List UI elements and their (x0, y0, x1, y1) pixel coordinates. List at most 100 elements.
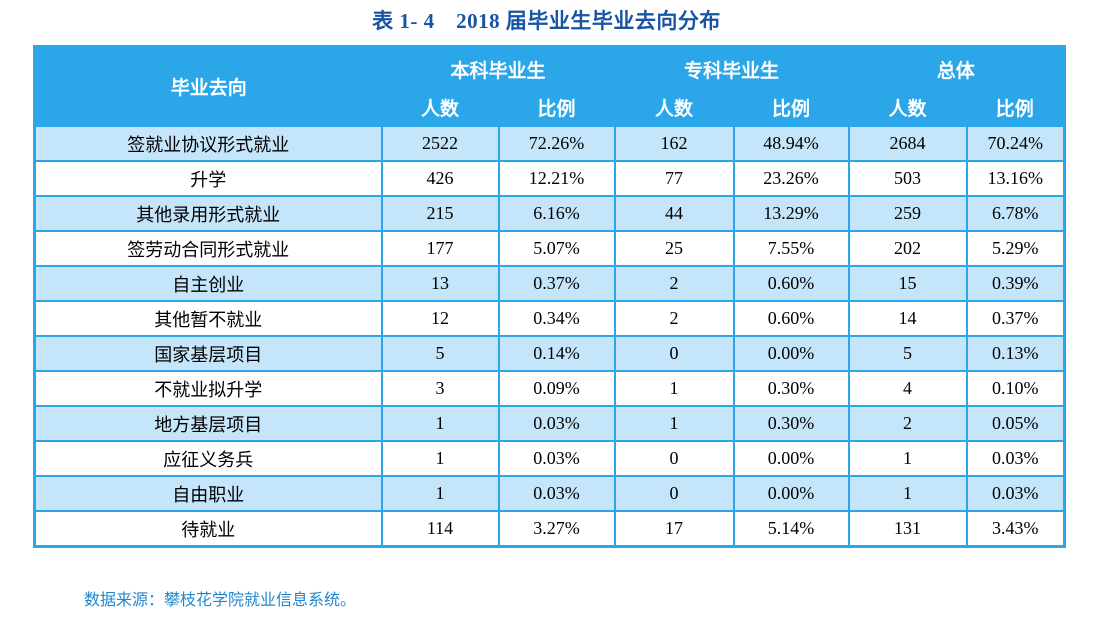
row-label-cell: 自主创业 (33, 265, 383, 302)
value-cell: 1 (380, 440, 500, 477)
value-cell: 3.43% (965, 510, 1066, 548)
value-cell: 1 (613, 405, 735, 442)
row-label-cell: 国家基层项目 (33, 335, 383, 372)
value-cell: 0.30% (732, 405, 850, 442)
value-cell: 0.10% (965, 370, 1066, 407)
value-cell: 162 (613, 125, 735, 162)
value-cell: 4 (847, 370, 968, 407)
table-row: 自由职业 1 0.03% 0 0.00% 1 0.03% (33, 475, 1066, 512)
table-row: 其他录用形式就业 215 6.16% 44 13.29% 259 6.78% (33, 195, 1066, 232)
value-cell: 77 (613, 160, 735, 197)
value-cell: 426 (380, 160, 500, 197)
row-label-cell: 签就业协议形式就业 (33, 125, 383, 162)
value-cell: 44 (613, 195, 735, 232)
subheader-junior-count: 人数 (614, 90, 734, 126)
value-cell: 0.39% (965, 265, 1066, 302)
value-cell: 3.27% (497, 510, 616, 548)
value-cell: 177 (380, 230, 500, 267)
column-group-overall: 总体 (848, 46, 1065, 90)
value-cell: 0.00% (732, 335, 850, 372)
value-cell: 5.14% (732, 510, 850, 548)
value-cell: 0.03% (965, 475, 1066, 512)
table-row: 签就业协议形式就业 2522 72.26% 162 48.94% 2684 70.24% (33, 125, 1066, 162)
table-row: 地方基层项目 1 0.03% 1 0.30% 2 0.05% (33, 405, 1066, 442)
table-row: 不就业拟升学 3 0.09% 1 0.30% 4 0.10% (33, 370, 1066, 407)
value-cell: 72.26% (497, 125, 616, 162)
value-cell: 1 (380, 475, 500, 512)
value-cell: 2 (847, 405, 968, 442)
value-cell: 0.37% (965, 300, 1066, 337)
value-cell: 0.03% (497, 440, 616, 477)
value-cell: 17 (613, 510, 735, 548)
value-cell: 1 (847, 475, 968, 512)
table-row: 应征义务兵 1 0.03% 0 0.00% 1 0.03% (33, 440, 1066, 477)
value-cell: 5 (380, 335, 500, 372)
table-row: 国家基层项目 5 0.14% 0 0.00% 5 0.13% (33, 335, 1066, 372)
value-cell: 6.16% (497, 195, 616, 232)
value-cell: 5.07% (497, 230, 616, 267)
value-cell: 0.37% (497, 265, 616, 302)
subheader-overall-ratio: 比例 (966, 90, 1065, 126)
value-cell: 5.29% (965, 230, 1066, 267)
value-cell: 12.21% (497, 160, 616, 197)
value-cell: 0.13% (965, 335, 1066, 372)
value-cell: 1 (847, 440, 968, 477)
value-cell: 5 (847, 335, 968, 372)
value-cell: 25 (613, 230, 735, 267)
header-group-row: 毕业去向 本科毕业生 专科毕业生 总体 (34, 46, 1065, 126)
table-header: 毕业去向 本科毕业生 专科毕业生 总体 人数 比例 人数 比例 人数 比例 (34, 46, 1065, 126)
value-cell: 48.94% (732, 125, 850, 162)
value-cell: 0.03% (965, 440, 1066, 477)
value-cell: 2 (613, 300, 735, 337)
table-row: 升学 426 12.21% 77 23.26% 503 13.16% (33, 160, 1066, 197)
value-cell: 12 (380, 300, 500, 337)
value-cell: 114 (380, 510, 500, 548)
value-cell: 2684 (847, 125, 968, 162)
value-cell: 13 (380, 265, 500, 302)
value-cell: 70.24% (965, 125, 1066, 162)
value-cell: 2 (613, 265, 735, 302)
value-cell: 131 (847, 510, 968, 548)
column-header-destination: 毕业去向 (34, 46, 382, 126)
value-cell: 0.09% (497, 370, 616, 407)
subheader-junior-ratio: 比例 (733, 90, 849, 126)
value-cell: 0.60% (732, 265, 850, 302)
value-cell: 0 (613, 475, 735, 512)
table-row: 待就业 114 3.27% 17 5.14% 131 3.43% (33, 510, 1066, 548)
value-cell: 0.00% (732, 440, 850, 477)
table-row: 自主创业 13 0.37% 2 0.60% 15 0.39% (33, 265, 1066, 302)
value-cell: 13.16% (965, 160, 1066, 197)
table-body: 签就业协议形式就业 2522 72.26% 162 48.94% 2684 70.24% 升学… (33, 125, 1066, 548)
row-label-cell: 签劳动合同形式就业 (33, 230, 383, 267)
value-cell: 202 (847, 230, 968, 267)
column-group-undergraduate: 本科毕业生 (381, 46, 615, 90)
value-cell: 0.30% (732, 370, 850, 407)
value-cell: 0.60% (732, 300, 850, 337)
value-cell: 0.03% (497, 475, 616, 512)
value-cell: 0.00% (732, 475, 850, 512)
value-cell: 3 (380, 370, 500, 407)
table-row: 签劳动合同形式就业 177 5.07% 25 7.55% 202 5.29% (33, 230, 1066, 267)
table-title: 表 1- 4 2018 届毕业生毕业去向分布 (372, 9, 721, 33)
value-cell: 13.29% (732, 195, 850, 232)
value-cell: 1 (380, 405, 500, 442)
value-cell: 14 (847, 300, 968, 337)
row-label-cell: 其他暂不就业 (33, 300, 383, 337)
value-cell: 0.14% (497, 335, 616, 372)
row-label-cell: 地方基层项目 (33, 405, 383, 442)
value-cell: 1 (613, 370, 735, 407)
row-label-cell: 自由职业 (33, 475, 383, 512)
value-cell: 7.55% (732, 230, 850, 267)
data-source-note: 数据来源：攀枝花学院就业信息系统。 (84, 592, 357, 609)
value-cell: 503 (847, 160, 968, 197)
row-label-cell: 其他录用形式就业 (33, 195, 383, 232)
value-cell: 0.03% (497, 405, 616, 442)
value-cell: 15 (847, 265, 968, 302)
value-cell: 0.05% (965, 405, 1066, 442)
value-cell: 23.26% (732, 160, 850, 197)
header-sub-row: 人数 比例 人数 比例 人数 比例 (35, 90, 1065, 126)
row-label-cell: 待就业 (33, 510, 383, 548)
value-cell: 0 (613, 440, 735, 477)
value-cell: 259 (847, 195, 968, 232)
